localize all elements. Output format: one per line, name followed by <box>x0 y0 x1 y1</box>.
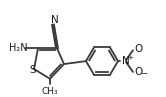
Text: −: − <box>140 69 147 78</box>
Text: N: N <box>122 56 130 66</box>
Text: CH₃: CH₃ <box>42 87 58 96</box>
Text: S: S <box>30 65 36 75</box>
Text: +: + <box>127 55 133 61</box>
Text: O: O <box>134 44 142 54</box>
Text: O: O <box>134 67 142 77</box>
Text: N: N <box>51 15 59 25</box>
Text: H₂N: H₂N <box>9 43 27 53</box>
